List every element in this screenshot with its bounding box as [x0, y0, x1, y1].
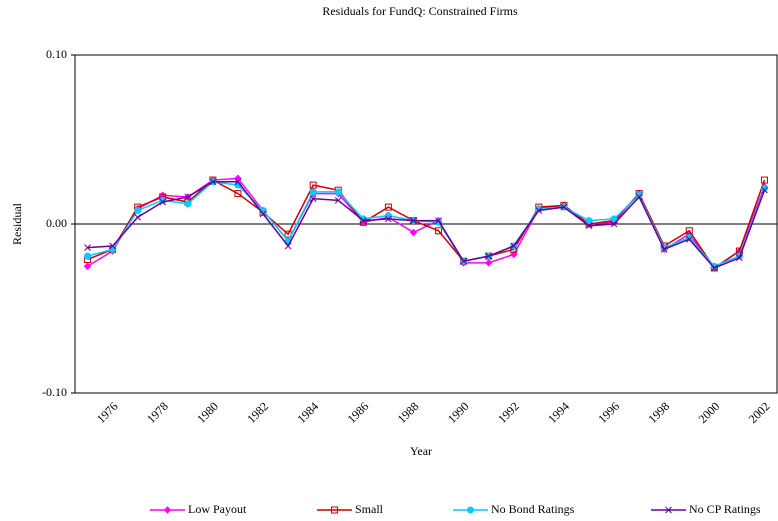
chart-title: Residuals for FundQ: Constrained Firms [322, 4, 518, 18]
legend-marker [467, 506, 474, 514]
legend-marker [163, 506, 172, 514]
data-point [334, 196, 342, 204]
data-point [209, 178, 217, 186]
data-point [109, 245, 117, 253]
series-line [87, 181, 766, 269]
x-tick-label: 1984 [294, 399, 321, 426]
x-tick-label: 1992 [495, 399, 522, 426]
x-tick-label: 1980 [194, 399, 221, 426]
data-point [84, 244, 91, 252]
data-point [334, 188, 342, 196]
data-point [259, 210, 267, 218]
x-tick-label: 1994 [545, 399, 572, 426]
data-point [710, 264, 718, 272]
data-point [760, 176, 768, 184]
x-tick-label: 1990 [445, 399, 472, 426]
data-point [761, 186, 768, 194]
y-axis-label: Residual [10, 202, 24, 245]
data-point [435, 227, 443, 235]
data-point [309, 188, 317, 196]
x-tick-label: 1988 [395, 399, 422, 426]
data-point [510, 242, 518, 250]
y-tick-label: 0.10 [46, 47, 67, 61]
data-point [83, 262, 92, 270]
data-point [585, 222, 593, 230]
data-point [610, 220, 618, 228]
data-point [585, 217, 593, 225]
legend-label: Small [355, 502, 384, 516]
data-point [560, 203, 568, 211]
data-point [385, 215, 392, 223]
data-point [159, 198, 167, 206]
legend-label: Low Payout [188, 502, 247, 516]
data-point [284, 242, 292, 250]
data-point [460, 257, 467, 265]
x-tick-label: 1986 [345, 399, 372, 426]
data-point [736, 254, 743, 262]
data-point [409, 228, 418, 237]
data-point [84, 252, 92, 260]
data-point [435, 217, 442, 224]
x-tick-label: 1998 [645, 399, 672, 426]
x-tick-label: 1982 [244, 399, 271, 426]
data-point [109, 242, 116, 250]
y-tick-label: 0.00 [46, 216, 67, 230]
data-point [685, 235, 693, 243]
data-point [134, 206, 142, 214]
data-point [184, 193, 192, 201]
x-tick-label: 2002 [746, 399, 773, 426]
x-tick-label: 1978 [144, 399, 171, 426]
data-point [309, 195, 317, 203]
data-point [485, 252, 493, 260]
data-point [510, 250, 518, 259]
legend-label: No CP Ratings [689, 502, 761, 516]
series-line [87, 177, 766, 269]
data-point [184, 200, 192, 208]
x-axis-label: Year [410, 444, 432, 458]
data-point [234, 190, 242, 198]
data-point [134, 213, 142, 221]
data-point [410, 217, 417, 224]
data-point [685, 227, 693, 235]
data-point [484, 259, 493, 267]
legend-marker [665, 506, 672, 514]
data-point [635, 193, 643, 201]
x-tick-label: 1996 [595, 399, 622, 426]
data-point [384, 203, 392, 211]
data-point [535, 207, 543, 214]
data-point [234, 178, 242, 186]
data-point [359, 217, 367, 224]
legend-label: No Bond Ratings [491, 502, 575, 516]
y-tick-label: -0.10 [42, 385, 67, 399]
x-tick-label: 1976 [94, 399, 121, 426]
legend-marker [331, 506, 338, 514]
data-point [309, 181, 317, 189]
data-point [384, 212, 392, 220]
x-tick-label: 2000 [696, 399, 723, 426]
data-point [610, 215, 618, 223]
data-point [660, 245, 668, 253]
